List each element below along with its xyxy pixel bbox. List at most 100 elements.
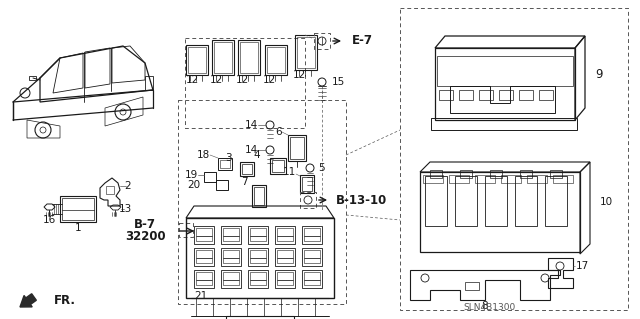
Text: 12: 12 bbox=[263, 75, 276, 85]
Bar bbox=[420, 172, 580, 252]
Text: B-13-10: B-13-10 bbox=[336, 194, 387, 206]
Bar bbox=[242, 164, 252, 174]
Text: B-7: B-7 bbox=[134, 219, 156, 232]
Bar bbox=[275, 248, 295, 266]
FancyArrow shape bbox=[20, 294, 36, 307]
Bar bbox=[277, 228, 293, 236]
Bar bbox=[223, 250, 239, 258]
Bar bbox=[300, 175, 314, 193]
Bar bbox=[277, 272, 293, 280]
Bar bbox=[178, 100, 346, 304]
Bar bbox=[186, 218, 334, 298]
Bar bbox=[250, 280, 266, 285]
Bar bbox=[437, 56, 573, 86]
Bar bbox=[295, 35, 317, 70]
Bar bbox=[479, 90, 493, 100]
Bar bbox=[520, 170, 532, 178]
Bar bbox=[553, 175, 573, 183]
Bar bbox=[277, 280, 293, 285]
Text: 8: 8 bbox=[482, 301, 488, 311]
Bar bbox=[220, 160, 230, 168]
Bar bbox=[196, 228, 212, 236]
Bar bbox=[221, 270, 241, 288]
Text: 11: 11 bbox=[283, 167, 296, 177]
Bar bbox=[223, 258, 239, 263]
Bar bbox=[186, 45, 208, 75]
Bar bbox=[304, 258, 320, 263]
Bar bbox=[185, 38, 305, 128]
Bar bbox=[539, 90, 553, 100]
Bar bbox=[449, 175, 469, 183]
Bar bbox=[212, 40, 234, 75]
Bar bbox=[250, 272, 266, 280]
Bar bbox=[223, 280, 239, 285]
Text: 17: 17 bbox=[576, 261, 589, 271]
Bar bbox=[238, 40, 260, 75]
Bar bbox=[425, 176, 447, 226]
Bar bbox=[194, 248, 214, 266]
Bar bbox=[430, 170, 442, 178]
Bar bbox=[302, 248, 322, 266]
Bar bbox=[431, 118, 577, 130]
Bar bbox=[304, 236, 320, 241]
Text: 14: 14 bbox=[244, 145, 258, 155]
Bar bbox=[194, 226, 214, 244]
Bar bbox=[226, 316, 294, 319]
Bar bbox=[250, 250, 266, 258]
Bar bbox=[196, 280, 212, 285]
Bar bbox=[550, 170, 562, 178]
Bar bbox=[435, 48, 575, 120]
Bar bbox=[490, 170, 502, 178]
Bar bbox=[250, 258, 266, 263]
Bar bbox=[270, 158, 286, 174]
Text: 21: 21 bbox=[194, 291, 207, 301]
Text: 13: 13 bbox=[118, 204, 132, 214]
Bar bbox=[277, 250, 293, 258]
Bar bbox=[248, 248, 268, 266]
Bar bbox=[179, 223, 193, 237]
Bar bbox=[275, 226, 295, 244]
Bar bbox=[194, 270, 214, 288]
Bar bbox=[304, 272, 320, 280]
Bar bbox=[196, 236, 212, 241]
Text: 5: 5 bbox=[318, 163, 324, 173]
Bar bbox=[300, 192, 316, 208]
Text: FR.: FR. bbox=[54, 293, 76, 307]
Bar bbox=[196, 258, 212, 263]
Bar bbox=[545, 176, 567, 226]
Bar bbox=[475, 175, 495, 183]
Text: 1: 1 bbox=[75, 223, 81, 233]
Bar bbox=[485, 176, 507, 226]
Text: 9: 9 bbox=[595, 68, 602, 80]
Bar bbox=[297, 37, 315, 68]
Bar bbox=[240, 162, 254, 176]
Bar bbox=[275, 270, 295, 288]
Bar bbox=[216, 180, 228, 190]
Text: SLN4B1300: SLN4B1300 bbox=[464, 303, 516, 313]
Text: 14: 14 bbox=[244, 120, 258, 130]
Bar bbox=[304, 250, 320, 258]
Bar bbox=[62, 198, 94, 220]
Bar bbox=[277, 258, 293, 263]
Text: 16: 16 bbox=[42, 215, 56, 225]
Text: 12: 12 bbox=[210, 75, 223, 85]
Bar bbox=[515, 176, 537, 226]
Bar bbox=[248, 270, 268, 288]
Bar bbox=[196, 272, 212, 280]
Text: 18: 18 bbox=[196, 150, 210, 160]
Text: 12: 12 bbox=[236, 75, 249, 85]
Text: 7: 7 bbox=[241, 177, 248, 187]
Bar bbox=[254, 187, 264, 205]
Bar bbox=[223, 272, 239, 280]
Bar bbox=[288, 135, 306, 161]
Bar bbox=[290, 137, 304, 159]
Bar bbox=[221, 226, 241, 244]
Text: 12: 12 bbox=[293, 70, 307, 80]
Text: 32200: 32200 bbox=[125, 231, 165, 243]
Bar bbox=[400, 8, 628, 310]
Bar bbox=[106, 186, 114, 194]
Bar bbox=[302, 177, 312, 191]
Bar bbox=[302, 270, 322, 288]
Bar bbox=[455, 176, 477, 226]
Bar bbox=[302, 226, 322, 244]
